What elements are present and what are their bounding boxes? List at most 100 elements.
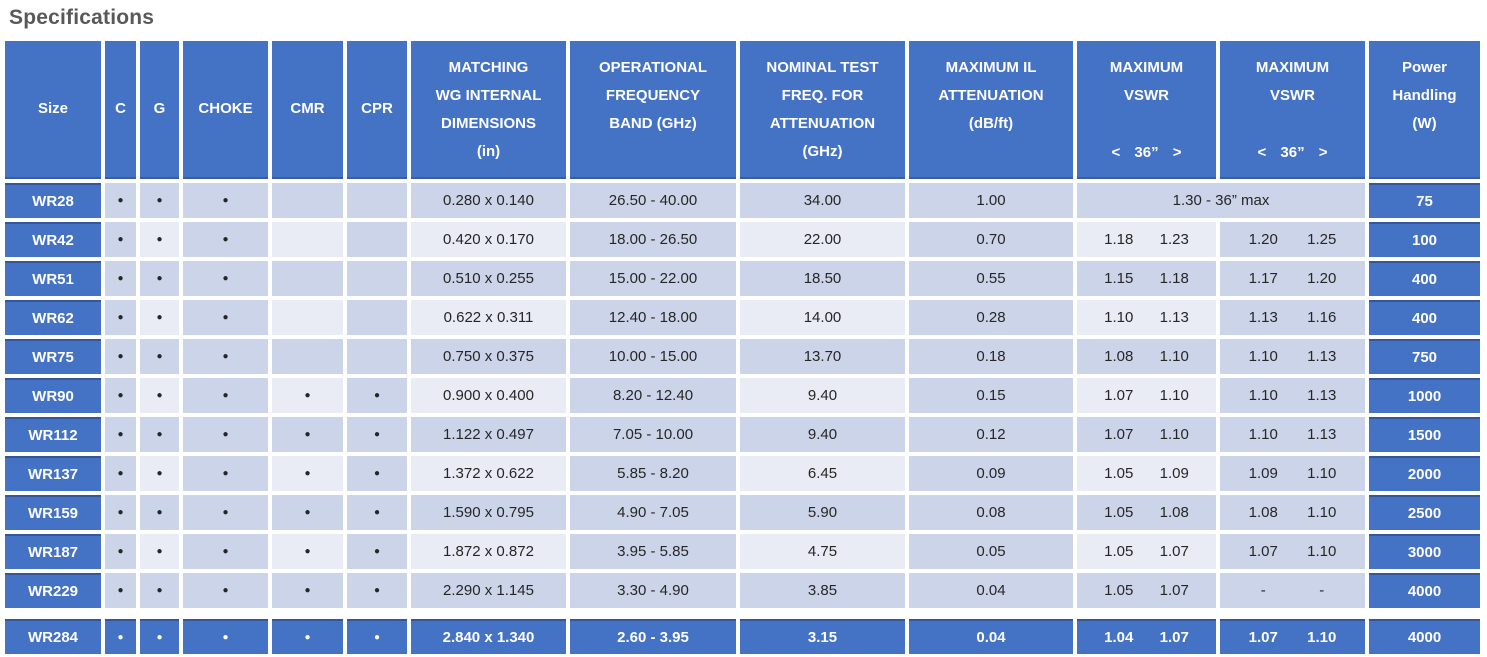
header-g: G bbox=[140, 41, 179, 179]
value: WR137 bbox=[27, 466, 79, 483]
vswr-value: 1.13 bbox=[1307, 348, 1337, 365]
cell-il-attenuation: 0.08 bbox=[909, 495, 1073, 530]
cell-test-freq: 4.75 bbox=[740, 534, 905, 569]
vswr-length-range: < 36” > bbox=[1257, 144, 1328, 161]
header-c: C bbox=[105, 41, 136, 179]
cell-il-attenuation: 0.28 bbox=[909, 300, 1073, 335]
value: 0.12 bbox=[976, 426, 1006, 443]
cell-g-dot: ● bbox=[140, 183, 179, 218]
cell-cmr-dot: ● bbox=[272, 417, 343, 452]
vswr-value: 1.13 bbox=[1307, 426, 1337, 443]
bullet-dot: ● bbox=[117, 389, 124, 401]
vswr-value: 1.09 bbox=[1159, 465, 1189, 482]
table-row: WR112 ● ● ● ● ● 1.122 x 0.497 7.05 - 10.00 9.40 0… bbox=[5, 417, 1482, 452]
cell-power: 400 bbox=[1369, 261, 1480, 296]
value: 8.20 - 12.40 bbox=[612, 387, 694, 404]
value: 0.750 x 0.375 bbox=[443, 348, 534, 365]
vswr-value: - bbox=[1319, 582, 1325, 599]
bullet-dot: ● bbox=[117, 506, 124, 518]
table-row: WR137 ● ● ● ● ● 1.372 x 0.622 5.85 - 8.20 6.45 0.… bbox=[5, 456, 1482, 491]
bullet-dot: ● bbox=[222, 311, 229, 323]
bullet-dot: ● bbox=[373, 428, 381, 440]
cell-frequency-band: 3.30 - 4.90 bbox=[570, 573, 736, 608]
value: 9.40 bbox=[807, 387, 838, 404]
vswr-value: 1.10 bbox=[1159, 348, 1189, 365]
cell-il-attenuation: 0.09 bbox=[909, 456, 1073, 491]
value: 0.05 bbox=[976, 543, 1006, 560]
bullet-dot: ● bbox=[222, 389, 229, 401]
value: 400 bbox=[1411, 310, 1438, 327]
table-row: WR187 ● ● ● ● ● 1.872 x 0.872 3.95 - 5.85 4.75 0.… bbox=[5, 534, 1482, 569]
value: 0.08 bbox=[976, 504, 1006, 521]
cell-frequency-band: 8.20 - 12.40 bbox=[570, 378, 736, 413]
page-title: Specifications bbox=[9, 6, 155, 29]
cell-dimensions: 1.872 x 0.872 bbox=[411, 534, 566, 569]
vswr-value: 1.16 bbox=[1307, 309, 1337, 326]
cell-dimensions: 1.590 x 0.795 bbox=[411, 495, 566, 530]
bullet-dot: ● bbox=[117, 545, 124, 557]
cell-cmr-dot: ● bbox=[272, 378, 343, 413]
cell-il-attenuation: 0.12 bbox=[909, 417, 1073, 452]
cell-g-dot: ● bbox=[140, 222, 179, 257]
value: WR28 bbox=[32, 193, 74, 210]
vswr-value: 1.08 bbox=[1159, 504, 1189, 521]
bullet-dot: ● bbox=[222, 350, 229, 362]
cell-cmr-dot: ● bbox=[272, 456, 343, 491]
bullet-dot: ● bbox=[222, 545, 229, 557]
cell-test-freq: 22.00 bbox=[740, 222, 905, 257]
bullet-dot: ● bbox=[117, 428, 124, 440]
bullet-dot: ● bbox=[373, 506, 381, 518]
cell-vswr-1: 1.15 1.18 bbox=[1077, 261, 1216, 296]
bullet-dot: ● bbox=[117, 467, 124, 479]
vswr-value: 1.05 bbox=[1104, 582, 1134, 599]
vswr-value: 1.10 bbox=[1159, 387, 1189, 404]
specifications-page: Specifications Size C G CHOKE CMR CPR MA… bbox=[5, 4, 1482, 654]
cell-test-freq: 13.70 bbox=[740, 339, 905, 374]
bullet-dot: ● bbox=[373, 467, 381, 479]
value: 3.15 bbox=[807, 629, 838, 646]
cell-vswr-2: -- bbox=[1220, 573, 1365, 608]
vswr-value: 1.18 bbox=[1159, 270, 1189, 287]
value: 26.50 - 40.00 bbox=[608, 192, 698, 209]
vswr-value: 1.07 bbox=[1248, 629, 1278, 646]
value: 2000 bbox=[1407, 466, 1442, 483]
value: 4.75 bbox=[807, 543, 838, 560]
header-cpr: CPR bbox=[347, 41, 407, 179]
cell-test-freq: 3.85 bbox=[740, 573, 905, 608]
value: 1500 bbox=[1407, 427, 1442, 444]
value: 15.00 - 22.00 bbox=[608, 270, 698, 287]
cell-choke-dot: ● bbox=[183, 339, 268, 374]
value: 7.05 - 10.00 bbox=[612, 426, 694, 443]
cell-cpr-dot bbox=[347, 183, 407, 218]
bullet-dot: ● bbox=[222, 194, 229, 206]
vswr-value: 1.13 bbox=[1159, 309, 1189, 326]
header-dimensions: MATCHING WG INTERNAL DIMENSIONS (in) bbox=[411, 41, 566, 179]
value: WR90 bbox=[32, 388, 74, 405]
vswr-value: 1.05 bbox=[1104, 543, 1134, 560]
value: 5.85 - 8.20 bbox=[617, 465, 689, 482]
cell-choke-dot: ● bbox=[183, 417, 268, 452]
cell-g-dot: ● bbox=[140, 456, 179, 491]
bullet-dot: ● bbox=[156, 311, 163, 323]
cell-vswr-1: 1.10 1.13 bbox=[1077, 300, 1216, 335]
bullet-dot: ● bbox=[222, 272, 229, 284]
table-row: WR62 ● ● ● 0.622 x 0.311 12.40 - 18.00 14.00 0.… bbox=[5, 300, 1482, 335]
cell-cpr-dot: ● bbox=[347, 573, 407, 608]
value: 18.50 bbox=[803, 270, 842, 287]
bullet-dot: ● bbox=[373, 389, 381, 401]
vswr-value: 1.10 bbox=[1159, 426, 1189, 443]
value: 0.70 bbox=[976, 231, 1006, 248]
cell-choke-dot: ● bbox=[183, 456, 268, 491]
value: 0.09 bbox=[976, 465, 1006, 482]
table-row: WR42 ● ● ● 0.420 x 0.170 18.00 - 26.50 22.00 0.… bbox=[5, 222, 1482, 257]
cell-size: WR42 bbox=[5, 222, 101, 257]
bullet-dot: ● bbox=[156, 506, 163, 518]
value: 0.55 bbox=[976, 270, 1006, 287]
value: 5.90 bbox=[807, 504, 838, 521]
table-row: WR75 ● ● ● 0.750 x 0.375 10.00 - 15.00 13.70 0.… bbox=[5, 339, 1482, 374]
bullet-dot: ● bbox=[304, 467, 311, 479]
cell-power: 100 bbox=[1369, 222, 1480, 257]
cell-vswr-2: 1.08 1.10 bbox=[1220, 495, 1365, 530]
cell-g-dot: ● bbox=[140, 495, 179, 530]
cell-cmr-dot: ● bbox=[272, 619, 343, 654]
